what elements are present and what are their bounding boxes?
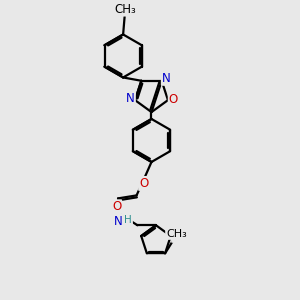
Text: N: N [162,72,170,85]
Text: O: O [172,229,181,242]
Text: CH₃: CH₃ [166,229,187,239]
Text: O: O [139,177,148,190]
Text: H: H [124,215,132,225]
Text: N: N [126,92,135,105]
Text: O: O [169,93,178,106]
Text: CH₃: CH₃ [115,3,136,16]
Text: O: O [112,200,121,213]
Text: N: N [114,214,123,228]
